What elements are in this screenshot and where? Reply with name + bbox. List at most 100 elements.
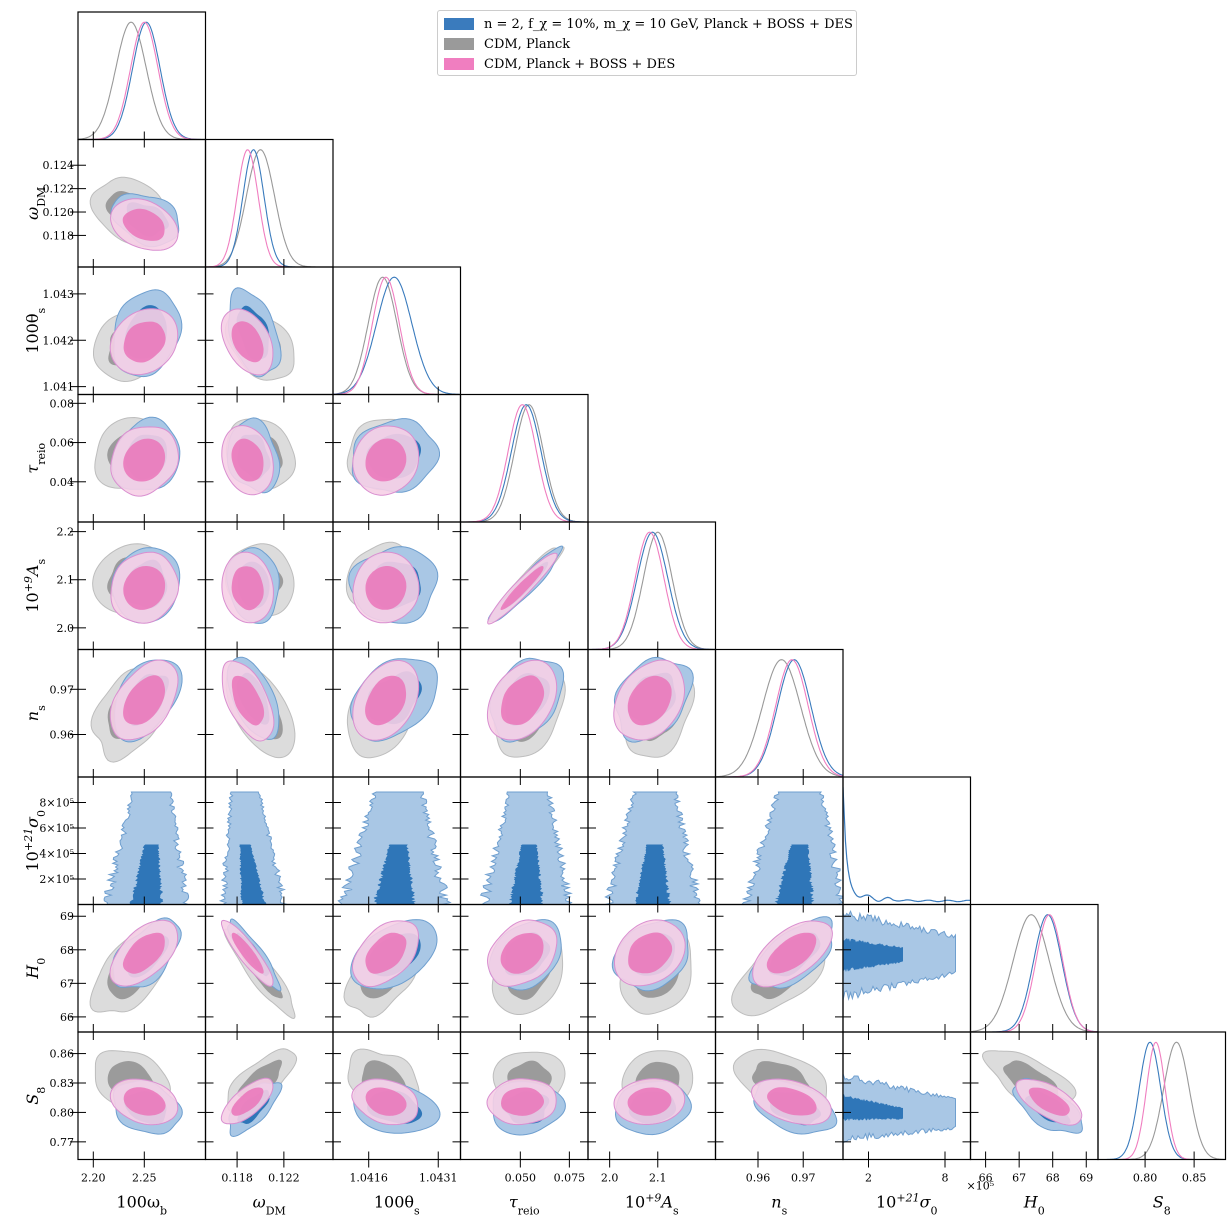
x-tick-label: 0.122 xyxy=(268,1172,300,1185)
panel-content xyxy=(970,914,1098,1032)
posterior-curve-cdm-planck xyxy=(78,21,206,140)
contour-68-cdm-planck-boss-des xyxy=(365,932,407,974)
x-axis-label-As: 10+9As xyxy=(625,1191,679,1217)
panel-content xyxy=(843,787,971,903)
contour-68-cdm-planck-boss-des xyxy=(122,932,165,974)
panel-S8-vs-omega_dm xyxy=(197,1031,334,1168)
panel-sigma0-vs-omega_b xyxy=(70,776,207,913)
x-tick-label: 2.25 xyxy=(132,1172,157,1185)
legend-entry-cdm-planck-boss-des: CDM, Planck + BOSS + DES xyxy=(444,55,675,73)
panel-frame xyxy=(332,266,462,396)
legend-label: n = 2, f_χ = 10%, m_χ = 10 GeV, Planck +… xyxy=(484,16,853,32)
contour-68-cdm-planck-boss-des xyxy=(231,438,264,482)
contour-68-cdm-planck-boss-des xyxy=(231,321,264,363)
contour-68-cdm-planck-boss-des xyxy=(231,932,264,974)
x-tick-label: 0.075 xyxy=(554,1172,586,1185)
panel-content xyxy=(221,417,297,496)
contour-68-cdm-planck-boss-des xyxy=(123,675,165,725)
panel-content xyxy=(613,656,696,758)
panel-H0-vs-H0 xyxy=(969,903,1099,1040)
panel-ns-vs-ns xyxy=(714,648,844,785)
y-axis-label-omega_dm: ωDM xyxy=(23,187,48,220)
posterior-curve-cdm-planck-boss-des xyxy=(715,659,843,777)
panel-content xyxy=(89,176,180,251)
posterior-curve-dm-interacting xyxy=(460,404,588,522)
panel-sigma0-vs-theta_s xyxy=(325,776,462,913)
label-layer: 0.118 0.120 0.122 0.124 1.041 1.042 1.043 0.04 0… xyxy=(22,159,1207,1217)
panel-S8-vs-H0 xyxy=(962,1031,1099,1168)
x-tick-label: 68 xyxy=(1046,1172,1060,1185)
panel-content xyxy=(218,791,288,905)
x-tick-label: 0.050 xyxy=(505,1172,537,1185)
y-tick-label: 1.042 xyxy=(43,334,75,347)
x-tick-label: 66 xyxy=(979,1172,993,1185)
y-tick-label: 0.80 xyxy=(50,1106,75,1119)
panel-H0-vs-As xyxy=(580,903,717,1040)
contour-68-cdm-planck-boss-des xyxy=(365,675,407,726)
y-tick-label: 6×10⁵ xyxy=(39,822,74,835)
posterior-curve-cdm-planck-boss-des xyxy=(970,914,1098,1032)
panel-content xyxy=(337,791,452,905)
contour-68-cdm-planck-boss-des xyxy=(365,566,407,610)
x-tick-label: 2.20 xyxy=(81,1172,106,1185)
panel-content xyxy=(479,791,573,905)
contour-68-cdm-planck-boss-des xyxy=(123,321,166,363)
panel-content xyxy=(613,1050,694,1136)
panel-ns-vs-omega_dm xyxy=(197,648,334,785)
y-tick-label: 1.043 xyxy=(43,288,75,301)
x-tick-label: 1.0416 xyxy=(349,1172,388,1185)
contour-68-cdm-planck-boss-des xyxy=(627,675,672,726)
y-tick-label: 0.97 xyxy=(50,683,75,696)
panel-content xyxy=(92,543,181,624)
y-tick-label: 2×10⁵ xyxy=(39,873,74,886)
y-tick-label: 0.08 xyxy=(50,397,75,410)
contour-68-cdm-planck-boss-des xyxy=(123,1087,166,1116)
y-tick-label: 0.04 xyxy=(50,476,75,489)
panel-omega_dm-vs-omega_dm xyxy=(204,138,334,275)
panel-frame xyxy=(77,11,207,141)
panel-sigma0-vs-omega_dm xyxy=(197,776,334,913)
panel-tau_reio-vs-omega_b xyxy=(70,393,207,530)
y-tick-label: 1.041 xyxy=(43,381,75,394)
y-tick-label: 4×10⁵ xyxy=(39,848,74,861)
x-tick-label: 69 xyxy=(1079,1172,1093,1185)
panel-sigma0-vs-sigma0 xyxy=(842,776,972,913)
posterior-curve-dm-interacting xyxy=(970,914,1098,1032)
panel-H0-vs-omega_b xyxy=(70,903,207,1040)
panel-content xyxy=(220,287,295,381)
y-tick-label: 69 xyxy=(60,910,74,923)
panel-content xyxy=(220,1048,298,1138)
panel-tau_reio-vs-omega_dm xyxy=(197,393,334,530)
x-tick-label: 2 xyxy=(865,1172,872,1185)
panel-frame xyxy=(1097,1031,1227,1161)
panel-sigma0-vs-As xyxy=(580,776,717,913)
posterior-curve-cdm-planck-boss-des xyxy=(588,531,716,650)
panel-content xyxy=(346,658,438,759)
panel-content xyxy=(221,543,295,624)
panel-content xyxy=(486,1051,566,1136)
panel-S8-vs-theta_s xyxy=(325,1031,462,1168)
panel-content xyxy=(1098,1041,1226,1160)
panel-frame xyxy=(459,393,589,523)
y-tick-label: 2.1 xyxy=(57,574,75,587)
panel-H0-vs-sigma0 xyxy=(835,903,972,1040)
panel-content xyxy=(588,531,716,650)
legend: n = 2, f_χ = 10%, m_χ = 10 GeV, Planck +… xyxy=(437,10,857,76)
panel-content xyxy=(205,149,333,267)
contour-68-dm-interacting xyxy=(843,938,903,972)
x-axis-label-omega_b: 100ωb xyxy=(116,1193,167,1218)
y-axis-label-H0: H0 xyxy=(23,958,48,980)
posterior-curve-cdm-planck-boss-des xyxy=(460,404,588,522)
panel-theta_s-vs-omega_b xyxy=(70,266,207,403)
x-axis-label-theta_s: 100θs xyxy=(374,1193,420,1218)
posterior-curve-cdm-planck xyxy=(970,914,1098,1032)
contour-68-cdm-planck-boss-des xyxy=(766,932,817,974)
x-tick-label: 1.0431 xyxy=(419,1172,458,1185)
legend-label: CDM, Planck + BOSS + DES xyxy=(484,56,676,72)
panel-As-vs-As xyxy=(587,521,717,658)
legend-entry-cdm-planck: CDM, Planck xyxy=(444,35,570,53)
y-tick-label: 0.83 xyxy=(50,1077,75,1090)
y-tick-label: 2.0 xyxy=(57,622,75,635)
panel-content xyxy=(487,545,565,625)
x-tick-label: 0.97 xyxy=(791,1172,816,1185)
